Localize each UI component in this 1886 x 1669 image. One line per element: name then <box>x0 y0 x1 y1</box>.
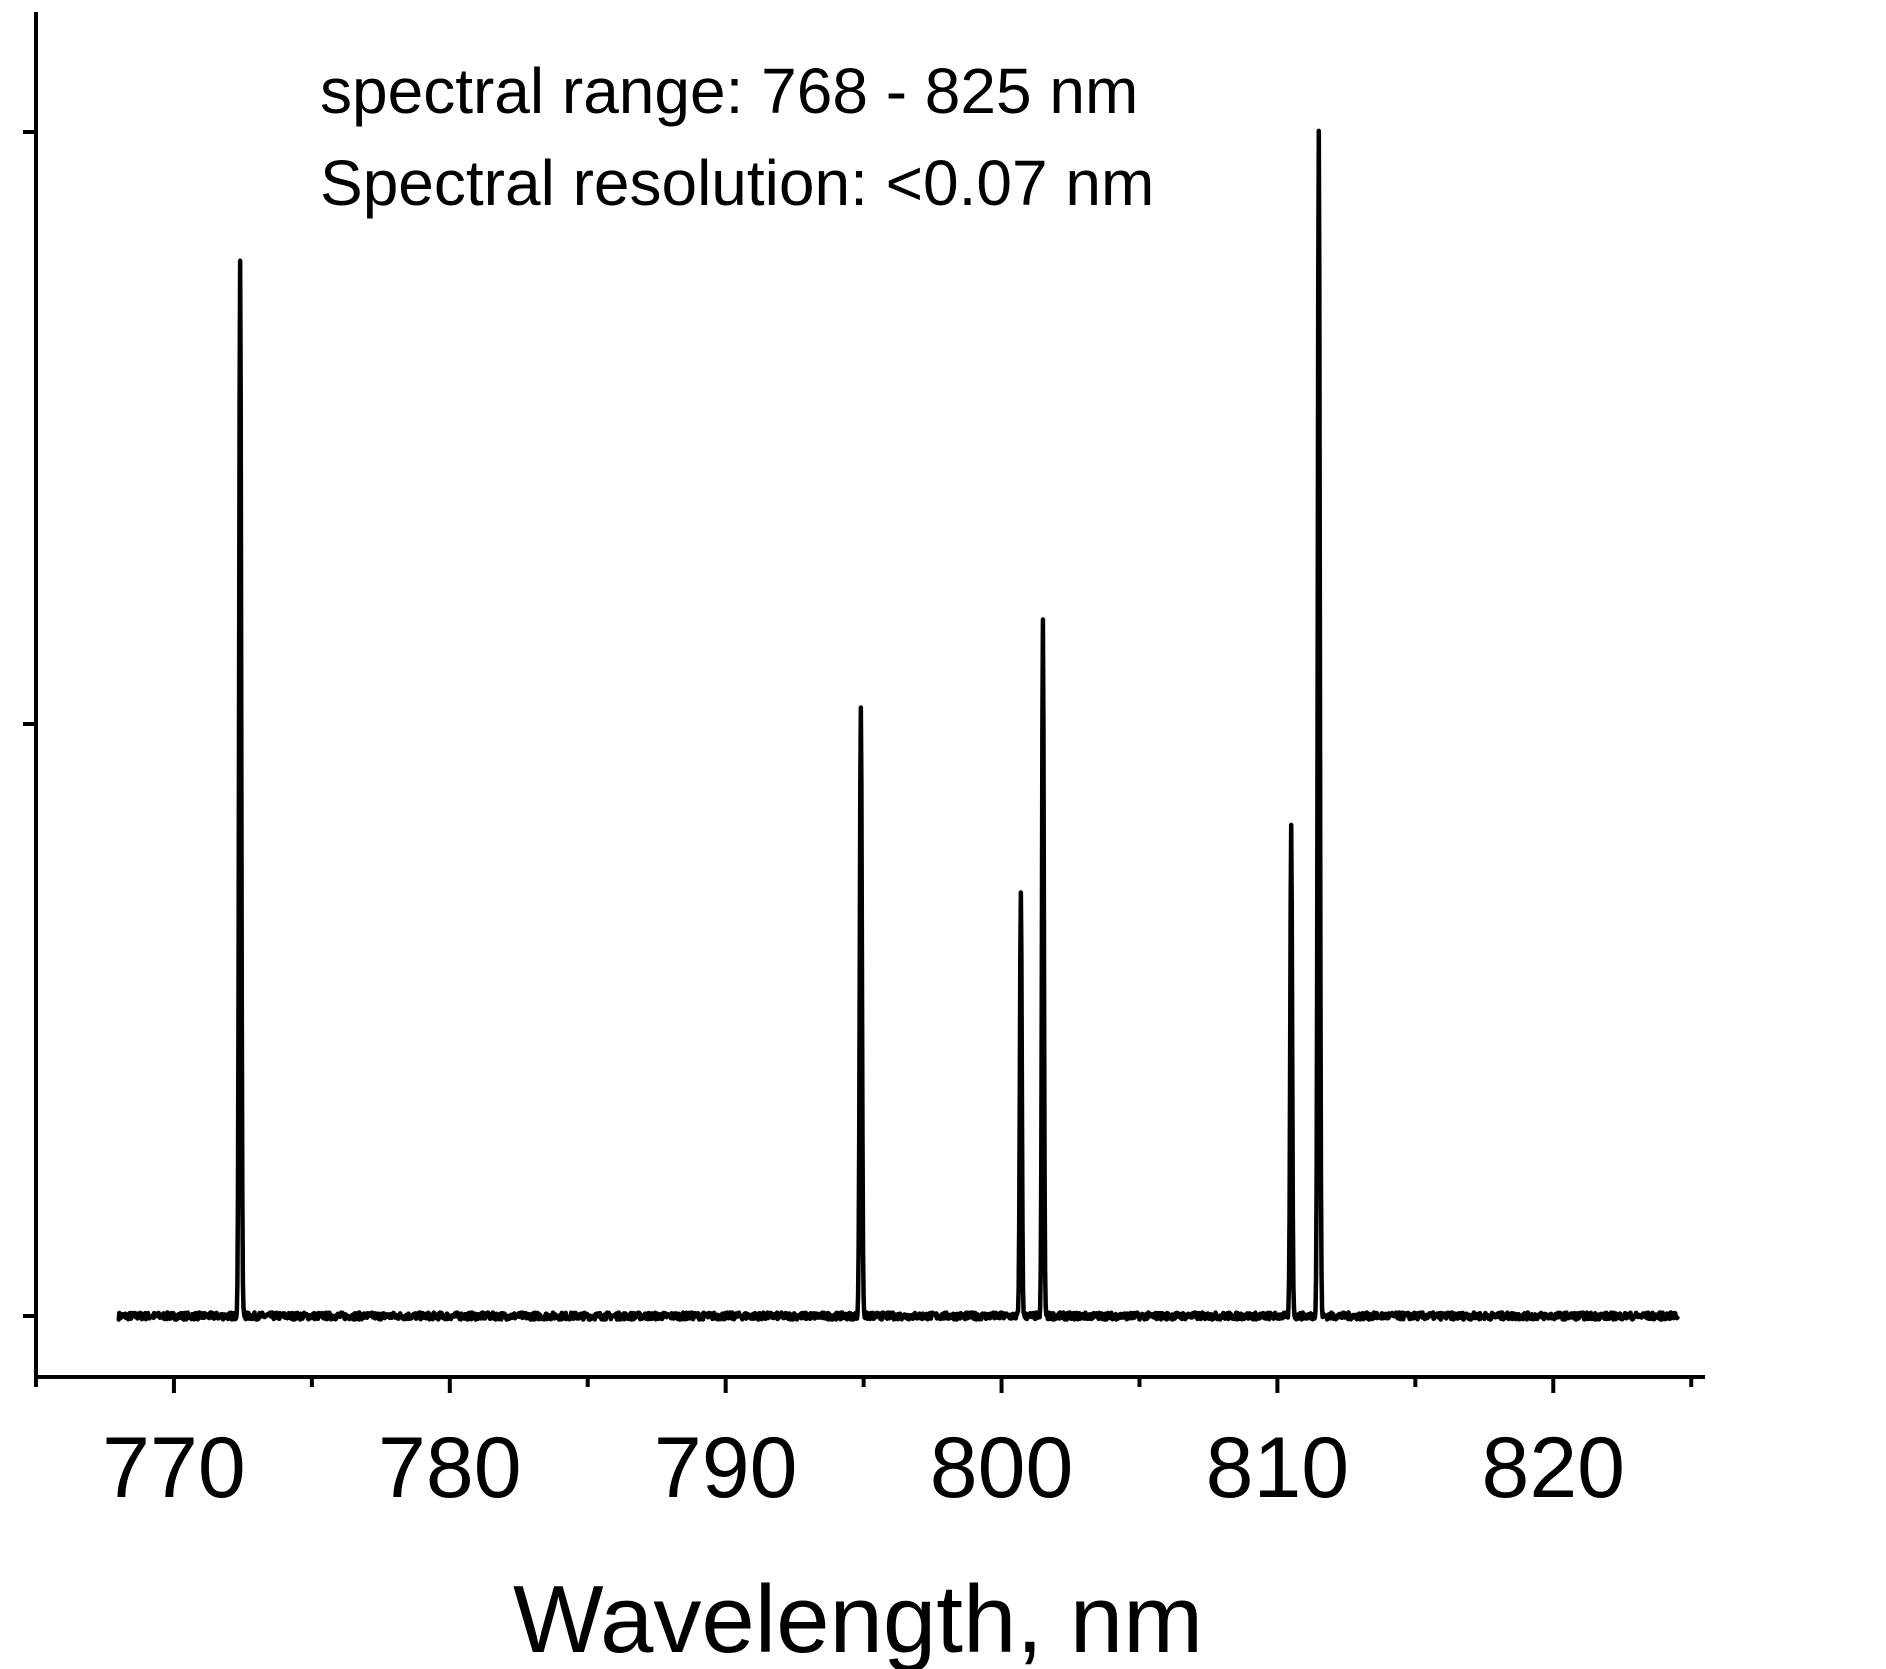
annotation-range: spectral range: 768 - 825 nm <box>320 55 1138 127</box>
x-tick-label: 790 <box>654 1420 798 1516</box>
x-tick-label: 800 <box>930 1420 1074 1516</box>
spectrum-line <box>116 128 1680 1322</box>
series <box>116 128 1680 1322</box>
x-tick-label: 780 <box>378 1420 522 1516</box>
x-axis-label: Wavelength, nm <box>513 1566 1203 1669</box>
x-tick-label: 770 <box>102 1420 246 1516</box>
annotation-resolution: Spectral resolution: <0.07 nm <box>320 147 1154 219</box>
ticks: 770 780 790 800 810 820 <box>23 130 1694 1516</box>
x-tick-label: 820 <box>1482 1420 1626 1516</box>
x-tick-label: 810 <box>1206 1420 1350 1516</box>
labels: spectral range: 768 - 825 nm Spectral re… <box>320 55 1203 1669</box>
